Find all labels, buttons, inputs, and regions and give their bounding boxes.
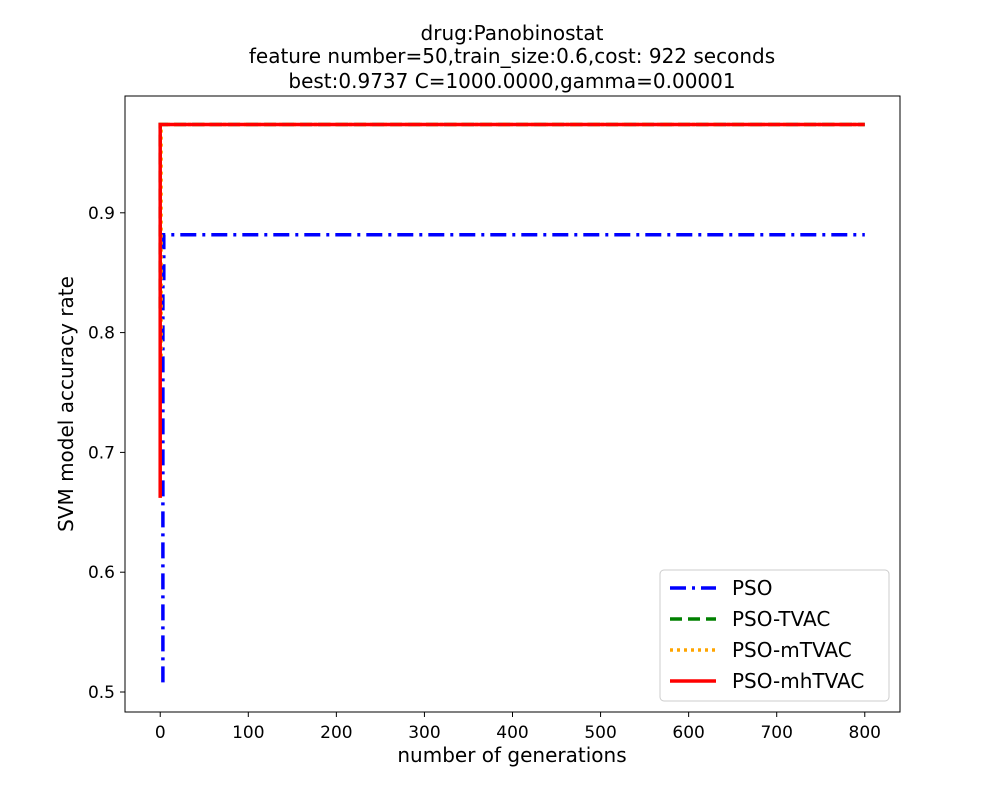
legend-label: PSO-mhTVAC xyxy=(732,669,864,693)
y-tick-label: 0.5 xyxy=(88,683,115,703)
x-tick-label: 100 xyxy=(232,723,264,743)
chart-title: drug:Panobinostat feature number=50,trai… xyxy=(249,21,775,93)
legend-label: PSO-mTVAC xyxy=(732,638,852,662)
y-axis-label: SVM model accuracy rate xyxy=(54,276,78,532)
legend-box xyxy=(659,569,890,702)
x-tick-label: 600 xyxy=(672,723,704,743)
y-tick-label: 0.8 xyxy=(88,324,115,344)
x-tick-label: 300 xyxy=(408,723,440,743)
chart-title-line-3: best:0.9737 C=1000.0000,gamma=0.00001 xyxy=(288,69,735,93)
series-line-pso xyxy=(161,233,865,683)
x-tick-label: 0 xyxy=(155,723,166,743)
y-tick-label: 0.6 xyxy=(88,563,115,583)
x-tick-label: 400 xyxy=(496,723,528,743)
chart-title-line-2: feature number=50,train_size:0.6,cost: 9… xyxy=(249,44,775,68)
legend-label: PSO-TVAC xyxy=(732,607,830,631)
x-tick-label: 800 xyxy=(849,723,881,743)
legend-label: PSO xyxy=(732,576,773,600)
x-tick-label: 500 xyxy=(584,723,616,743)
legend: PSO PSO-TVAC PSO-mTVAC PSO-mhTVAC xyxy=(659,569,890,702)
y-tick-label: 0.9 xyxy=(88,204,115,224)
x-axis-label: number of generations xyxy=(397,743,626,767)
series-layer xyxy=(158,122,865,683)
series-line-pso-mhtvac xyxy=(158,122,865,498)
x-tick-label: 700 xyxy=(760,723,792,743)
chart-title-line-1: drug:Panobinostat xyxy=(421,21,604,45)
x-tick-label: 200 xyxy=(320,723,352,743)
y-axis-ticks: 0.5 0.6 0.7 0.8 0.9 xyxy=(88,204,125,703)
y-tick-label: 0.7 xyxy=(88,443,115,463)
x-axis-ticks: 0 100 200 300 400 500 600 700 800 xyxy=(155,712,881,743)
